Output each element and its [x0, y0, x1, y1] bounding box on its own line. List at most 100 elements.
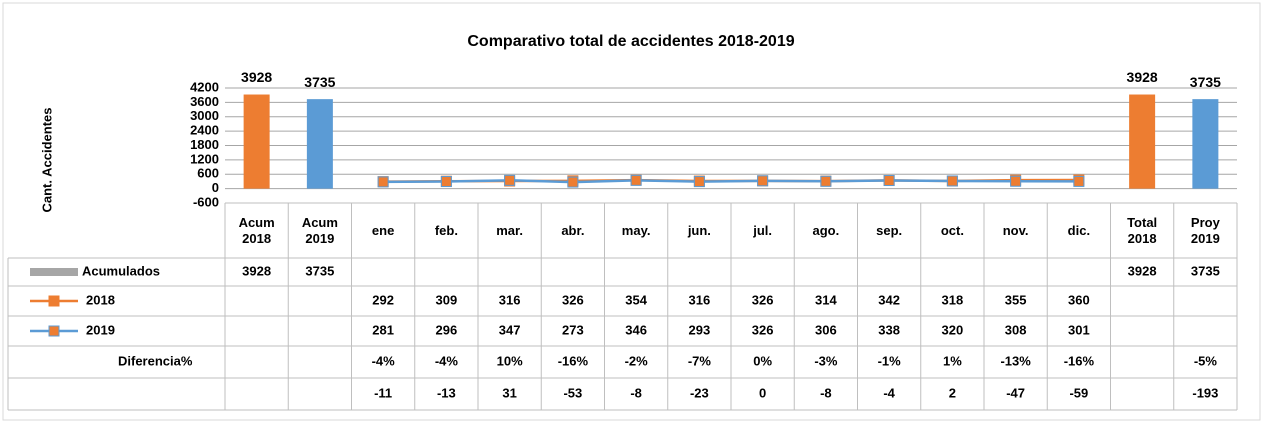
table-value: -8	[820, 385, 832, 400]
data-label: 3928	[1127, 69, 1158, 85]
marker	[377, 176, 389, 188]
table-value: 306	[815, 322, 837, 337]
table-value: -16%	[558, 353, 589, 368]
table-value: 342	[878, 292, 900, 307]
x-tick-label: ago.	[812, 222, 840, 238]
table-value: 338	[878, 322, 900, 337]
chart-title: Comparativo total de accidentes 2018-201…	[467, 33, 794, 50]
marker	[946, 175, 958, 187]
table-value: 360	[1068, 292, 1090, 307]
x-tick-label: sep.	[876, 222, 903, 238]
x-tick-label: feb.	[434, 222, 458, 238]
table-value: -13%	[1000, 353, 1031, 368]
marker	[504, 174, 516, 186]
table-value: -7%	[688, 353, 712, 368]
legend-key	[48, 295, 60, 307]
data-label: 3735	[1190, 74, 1221, 90]
bar	[1129, 94, 1156, 189]
marker	[1073, 175, 1085, 187]
legend-label: Acumulados	[82, 263, 160, 278]
table-value: -1%	[878, 353, 902, 368]
table-value: -53	[563, 385, 582, 400]
table-value: -2%	[625, 353, 649, 368]
marker	[567, 176, 579, 188]
marker	[440, 176, 452, 188]
table-value: 2	[949, 385, 956, 400]
table-value: -3%	[814, 353, 838, 368]
row-label: Diferencia%	[118, 353, 193, 368]
table-value: 273	[562, 322, 584, 337]
table-value: 301	[1068, 322, 1090, 337]
table-value: 0	[759, 385, 766, 400]
table-value: 281	[372, 322, 394, 337]
legend-label: 2019	[86, 322, 115, 337]
table-value: -5%	[1194, 353, 1218, 368]
table-value: 316	[689, 292, 711, 307]
table-value: -11	[374, 385, 392, 400]
x-tick-label: Acum 2019	[301, 214, 338, 246]
table-value: 1%	[943, 353, 962, 368]
table-value: 326	[752, 322, 774, 337]
table-value: 347	[499, 322, 521, 337]
x-tick-label: Total 2018	[1127, 214, 1158, 246]
table-value: 318	[942, 292, 964, 307]
data-label: 3928	[241, 69, 272, 85]
table-value: -4	[883, 385, 895, 400]
x-tick-label: Acum 2018	[238, 214, 275, 246]
x-tick-label: jul.	[753, 222, 773, 238]
x-tick-label: dic.	[1067, 222, 1091, 238]
y-tick-label: 3600	[190, 94, 219, 109]
marker	[757, 175, 769, 187]
table-value: 292	[372, 292, 394, 307]
table-value: 10%	[497, 353, 523, 368]
table-value: 346	[625, 322, 647, 337]
table-value: -23	[690, 385, 709, 400]
bar	[243, 94, 270, 189]
marker	[883, 175, 895, 187]
y-tick-label: 3000	[190, 108, 219, 123]
x-tick-label: mar.	[496, 222, 523, 238]
x-tick-label: abr.	[561, 222, 585, 238]
table-value: 355	[1005, 292, 1027, 307]
x-tick-label: may.	[621, 222, 651, 238]
marker	[1010, 175, 1022, 187]
table-value: 0%	[753, 353, 772, 368]
y-tick-label: 600	[197, 166, 219, 181]
legend-label: 2018	[86, 292, 115, 307]
marker	[630, 174, 642, 186]
table-value: -8	[630, 385, 642, 400]
table-value: 293	[689, 322, 711, 337]
table-value: 308	[1005, 322, 1027, 337]
table-value: -4%	[435, 353, 459, 368]
marker	[820, 175, 832, 187]
table-value: -13	[437, 385, 456, 400]
y-tick-label: 4200	[190, 79, 219, 94]
x-tick-label: oct.	[940, 222, 964, 238]
table-value: 3735	[305, 263, 334, 278]
legend-key	[48, 325, 60, 337]
table-value: 296	[436, 322, 458, 337]
bar	[1192, 99, 1219, 189]
table-value: 320	[942, 322, 964, 337]
table-value: 316	[499, 292, 521, 307]
x-tick-label: nov.	[1002, 222, 1029, 238]
table-value: 314	[815, 292, 837, 307]
table-value: 3928	[1128, 263, 1157, 278]
x-tick-label: Proy 2019	[1190, 214, 1220, 246]
table-value: 354	[625, 292, 647, 307]
table-value: 31	[502, 385, 516, 400]
line	[383, 179, 1079, 184]
y-axis-label: Cant. Accidentes	[39, 108, 54, 213]
table-value: -47	[1006, 385, 1025, 400]
data-label: 3735	[304, 74, 335, 90]
bar	[306, 99, 333, 189]
table-value: 326	[562, 292, 584, 307]
marker	[693, 176, 705, 188]
y-tick-label: 0	[212, 180, 219, 195]
table-value: 326	[752, 292, 774, 307]
y-tick-label: -600	[193, 194, 219, 209]
y-tick-label: 2400	[190, 123, 219, 138]
